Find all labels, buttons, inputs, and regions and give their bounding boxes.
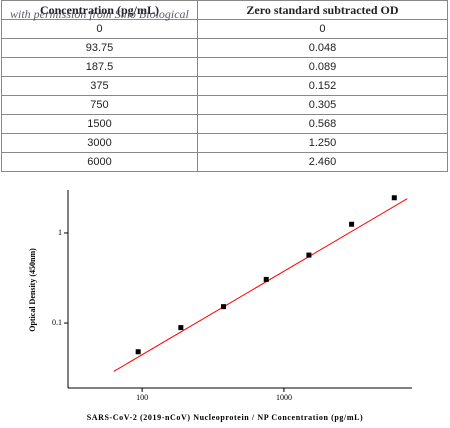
x-tick-label: 100 (136, 393, 148, 402)
data-point (306, 252, 312, 258)
table-row: 375 0.152 (1, 76, 449, 96)
x-tick-label: 1000 (276, 393, 292, 402)
data-point (221, 304, 227, 310)
data-point (391, 195, 397, 201)
data-point (178, 325, 184, 331)
x-axis-label: SARS-CoV-2 (2019-nCoV) Nucleoprotein / N… (87, 413, 364, 422)
y-axis-label: Optical Density (450nm) (28, 248, 37, 332)
data-point (263, 276, 269, 282)
data-table: Concentration (pg/mL) Zero standard subtr… (1, 0, 449, 172)
fit-line (113, 198, 408, 372)
y-tick-label: 0.1 (52, 318, 62, 327)
y-tick-label: 1 (58, 228, 62, 237)
data-point (349, 221, 355, 227)
cell: 2.460 (196, 152, 449, 172)
table-row: 1500 0.568 (1, 114, 449, 134)
watermark: with permission from Sino Biological (10, 7, 189, 21)
table-row: 6000 2.460 (1, 152, 449, 172)
data-point (135, 349, 141, 355)
